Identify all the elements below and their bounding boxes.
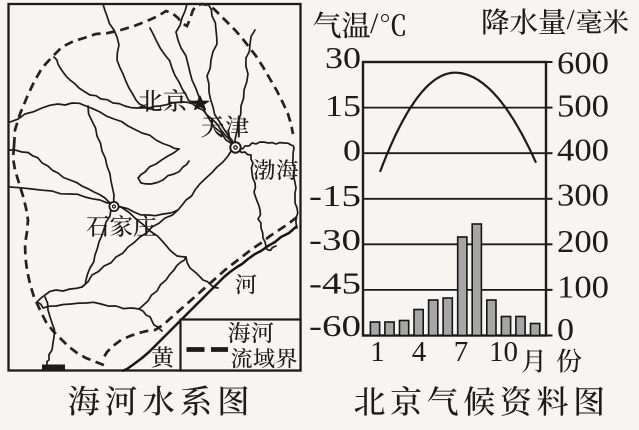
- svg-text:-15: -15: [309, 178, 361, 213]
- svg-text:-60: -60: [309, 308, 361, 343]
- svg-text:-45: -45: [309, 266, 361, 301]
- svg-text:/: /: [370, 7, 379, 40]
- svg-text:7: 7: [454, 336, 469, 368]
- svg-text:0: 0: [343, 133, 361, 168]
- svg-text:300: 300: [557, 176, 609, 212]
- svg-text:600: 600: [557, 44, 609, 80]
- svg-text:4: 4: [412, 336, 427, 368]
- svg-text:200: 200: [557, 223, 609, 259]
- svg-text:0: 0: [557, 311, 574, 347]
- svg-text:15: 15: [325, 88, 361, 123]
- svg-text:1: 1: [370, 336, 385, 368]
- svg-text:400: 400: [557, 131, 609, 167]
- svg-text:/: /: [567, 4, 576, 36]
- svg-text:10: 10: [489, 336, 518, 368]
- svg-text:500: 500: [557, 87, 609, 123]
- svg-text:30: 30: [325, 40, 361, 75]
- svg-text:100: 100: [557, 268, 609, 304]
- svg-text:-30: -30: [309, 222, 361, 257]
